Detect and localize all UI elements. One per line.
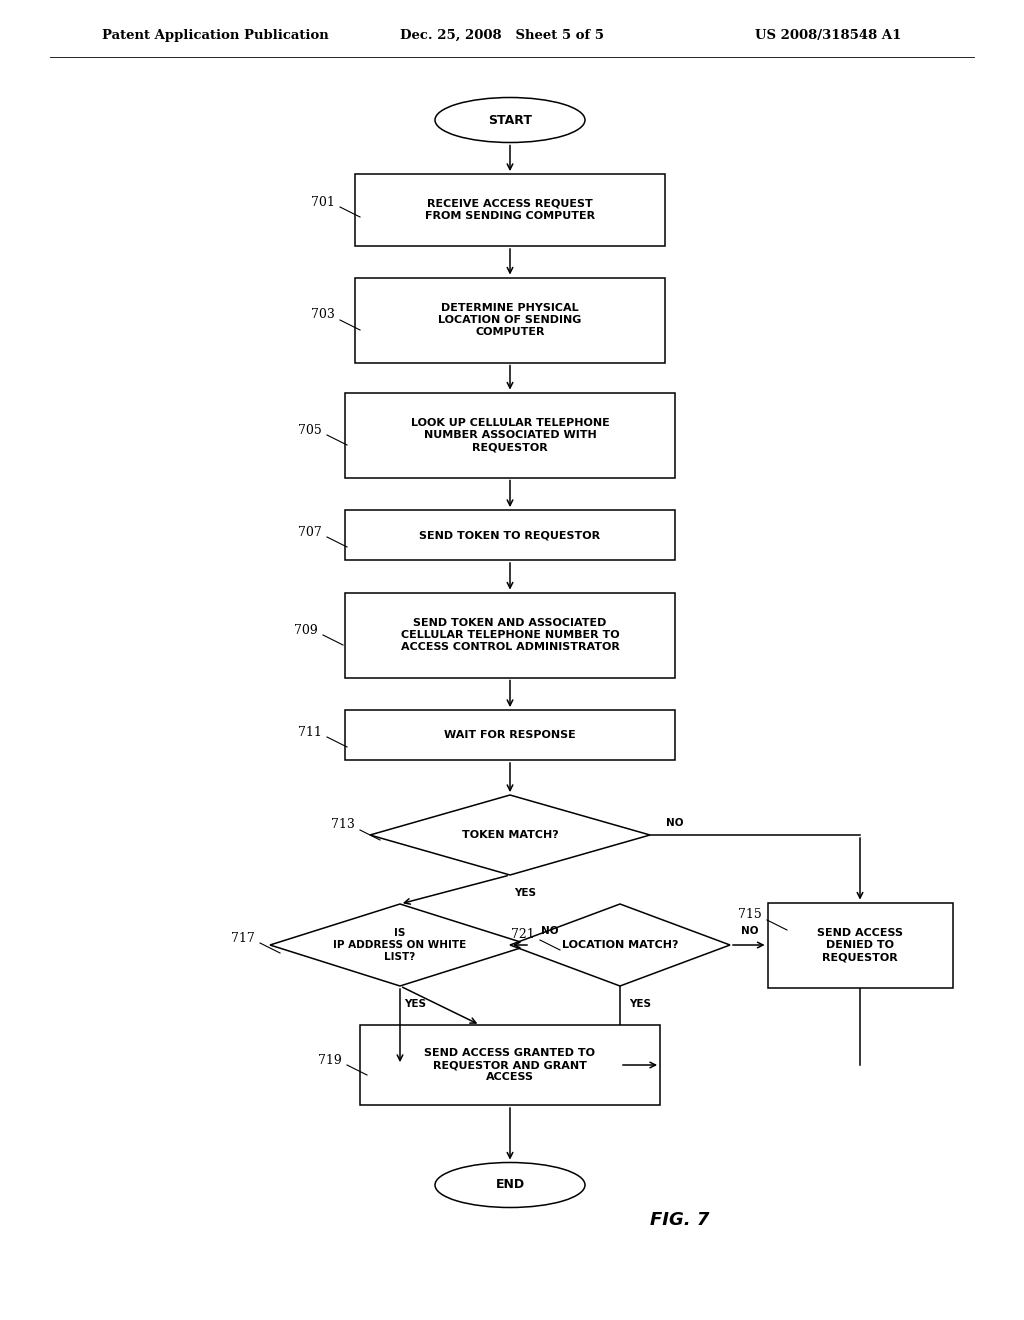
FancyBboxPatch shape bbox=[345, 710, 675, 760]
FancyBboxPatch shape bbox=[355, 174, 665, 246]
Ellipse shape bbox=[435, 98, 585, 143]
Text: YES: YES bbox=[514, 888, 536, 898]
Text: LOOK UP CELLULAR TELEPHONE
NUMBER ASSOCIATED WITH
REQUESTOR: LOOK UP CELLULAR TELEPHONE NUMBER ASSOCI… bbox=[411, 417, 609, 453]
Text: 703: 703 bbox=[311, 309, 335, 322]
FancyBboxPatch shape bbox=[345, 510, 675, 560]
Text: 707: 707 bbox=[298, 525, 322, 539]
FancyBboxPatch shape bbox=[345, 392, 675, 478]
Text: WAIT FOR RESPONSE: WAIT FOR RESPONSE bbox=[444, 730, 575, 741]
Text: LOCATION MATCH?: LOCATION MATCH? bbox=[562, 940, 678, 950]
Text: DETERMINE PHYSICAL
LOCATION OF SENDING
COMPUTER: DETERMINE PHYSICAL LOCATION OF SENDING C… bbox=[438, 302, 582, 338]
Text: Dec. 25, 2008   Sheet 5 of 5: Dec. 25, 2008 Sheet 5 of 5 bbox=[400, 29, 604, 41]
Text: NO: NO bbox=[667, 818, 684, 828]
Text: 709: 709 bbox=[294, 623, 318, 636]
Text: FIG. 7: FIG. 7 bbox=[650, 1210, 710, 1229]
FancyBboxPatch shape bbox=[345, 593, 675, 677]
FancyBboxPatch shape bbox=[360, 1026, 660, 1105]
Text: Patent Application Publication: Patent Application Publication bbox=[102, 29, 329, 41]
Text: 705: 705 bbox=[298, 424, 322, 437]
Text: TOKEN MATCH?: TOKEN MATCH? bbox=[462, 830, 558, 840]
Text: 711: 711 bbox=[298, 726, 322, 738]
Text: 721: 721 bbox=[511, 928, 535, 941]
Text: IS
IP ADDRESS ON WHITE
LIST?: IS IP ADDRESS ON WHITE LIST? bbox=[334, 928, 467, 962]
Text: 701: 701 bbox=[311, 195, 335, 209]
Ellipse shape bbox=[435, 1163, 585, 1208]
Text: 717: 717 bbox=[231, 932, 255, 945]
Text: SEND ACCESS
DENIED TO
REQUESTOR: SEND ACCESS DENIED TO REQUESTOR bbox=[817, 928, 903, 962]
Text: SEND TOKEN AND ASSOCIATED
CELLULAR TELEPHONE NUMBER TO
ACCESS CONTROL ADMINISTRA: SEND TOKEN AND ASSOCIATED CELLULAR TELEP… bbox=[400, 618, 620, 652]
Text: END: END bbox=[496, 1179, 524, 1192]
FancyBboxPatch shape bbox=[768, 903, 952, 987]
Text: 715: 715 bbox=[738, 908, 762, 921]
Text: 713: 713 bbox=[331, 818, 355, 832]
Text: 719: 719 bbox=[318, 1053, 342, 1067]
Text: NO: NO bbox=[542, 927, 559, 936]
FancyBboxPatch shape bbox=[355, 277, 665, 363]
Polygon shape bbox=[270, 904, 530, 986]
Polygon shape bbox=[370, 795, 650, 875]
Polygon shape bbox=[510, 904, 730, 986]
Text: RECEIVE ACCESS REQUEST
FROM SENDING COMPUTER: RECEIVE ACCESS REQUEST FROM SENDING COMP… bbox=[425, 199, 595, 222]
Text: YES: YES bbox=[629, 999, 651, 1008]
Text: NO: NO bbox=[741, 927, 759, 936]
Text: SEND ACCESS GRANTED TO
REQUESTOR AND GRANT
ACCESS: SEND ACCESS GRANTED TO REQUESTOR AND GRA… bbox=[425, 1048, 596, 1082]
Text: US 2008/318548 A1: US 2008/318548 A1 bbox=[755, 29, 901, 41]
Text: YES: YES bbox=[404, 999, 426, 1008]
Text: START: START bbox=[488, 114, 532, 127]
Text: SEND TOKEN TO REQUESTOR: SEND TOKEN TO REQUESTOR bbox=[420, 531, 600, 540]
